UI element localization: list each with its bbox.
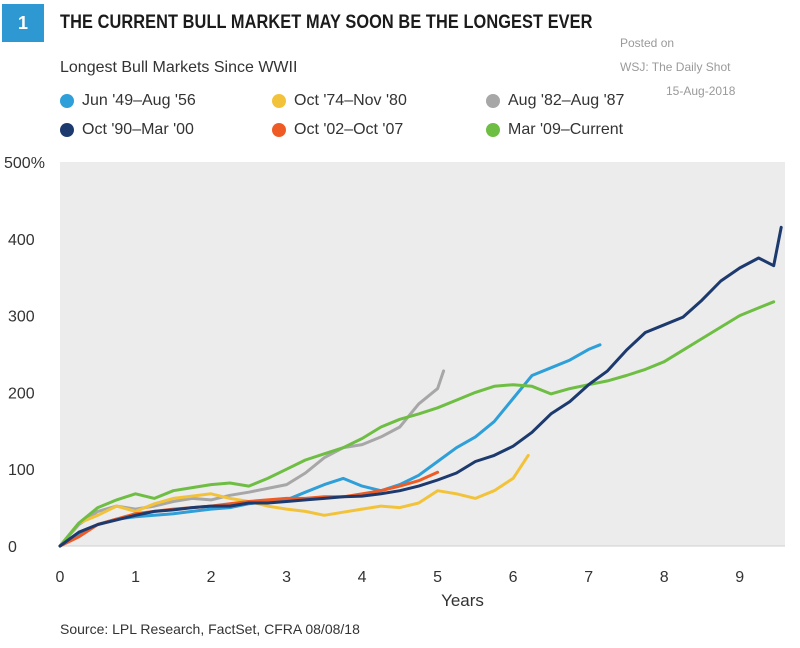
legend-item-oct74: Oct '74–Nov '80 <box>272 92 407 110</box>
watermark-line-1: Posted on <box>620 36 675 50</box>
y-tick-label: 0 <box>8 539 17 556</box>
x-tick-label: 5 <box>433 569 442 586</box>
legend-label: Aug '82–Aug '87 <box>508 92 625 109</box>
y-tick-label: 300 <box>8 309 35 326</box>
x-axis: 0 1 2 3 4 5 6 7 8 9 <box>56 569 745 586</box>
series-lines <box>58 225 783 548</box>
x-tick-label: 9 <box>735 569 744 586</box>
x-axis-label: Years <box>441 591 484 610</box>
watermark-line-2: WSJ: The Daily Shot <box>620 60 731 74</box>
legend-item-jun49: Jun '49–Aug '56 <box>60 92 196 110</box>
legend-item-oct02: Oct '02–Oct '07 <box>272 121 403 139</box>
chart-subtitle: Longest Bull Markets Since WWII <box>60 59 298 76</box>
legend-dot-icon <box>486 123 500 137</box>
x-tick-label: 7 <box>584 569 593 586</box>
series-line-0 <box>58 343 602 548</box>
legend-dot-icon <box>60 94 74 108</box>
y-tick-label: 200 <box>8 385 35 402</box>
x-tick-label: 4 <box>358 569 367 586</box>
y-axis: 0 100 200 300 400 500% <box>4 155 45 556</box>
legend-item-oct90: Oct '90–Mar '00 <box>60 121 194 139</box>
series-line-1 <box>58 453 530 548</box>
x-tick-label: 3 <box>282 569 291 586</box>
legend-dot-icon <box>60 123 74 137</box>
x-tick-label: 2 <box>207 569 216 586</box>
series-line-3 <box>58 225 783 548</box>
legend-label: Jun '49–Aug '56 <box>82 92 196 109</box>
legend-label: Oct '02–Oct '07 <box>294 121 404 138</box>
legend-item-aug82: Aug '82–Aug '87 <box>486 92 624 110</box>
legend-item-mar09: Mar '09–Current <box>486 121 623 139</box>
figure-number-badge: 1 <box>2 4 44 42</box>
legend-dot-icon <box>272 123 286 137</box>
x-tick-label: 6 <box>509 569 518 586</box>
series-line-5 <box>58 300 776 548</box>
y-tick-label: 100 <box>8 462 35 479</box>
plot-area <box>60 162 785 546</box>
source-note: Source: LPL Research, FactSet, CFRA 08/0… <box>60 621 360 637</box>
x-tick-label: 0 <box>56 569 65 586</box>
x-tick-label: 1 <box>131 569 140 586</box>
x-tick-label: 8 <box>660 569 669 586</box>
y-tick-label: 400 <box>8 232 35 249</box>
watermark-line-3: 15-Aug-2018 <box>666 84 736 98</box>
legend-label: Oct '90–Mar '00 <box>82 121 194 138</box>
y-tick-label: 500% <box>4 155 45 172</box>
chart-title: THE CURRENT BULL MARKET MAY SOON BE THE … <box>60 12 593 33</box>
legend-label: Mar '09–Current <box>508 121 624 138</box>
legend-dot-icon <box>272 94 286 108</box>
legend-label: Oct '74–Nov '80 <box>294 92 407 109</box>
legend-dot-icon <box>486 94 500 108</box>
